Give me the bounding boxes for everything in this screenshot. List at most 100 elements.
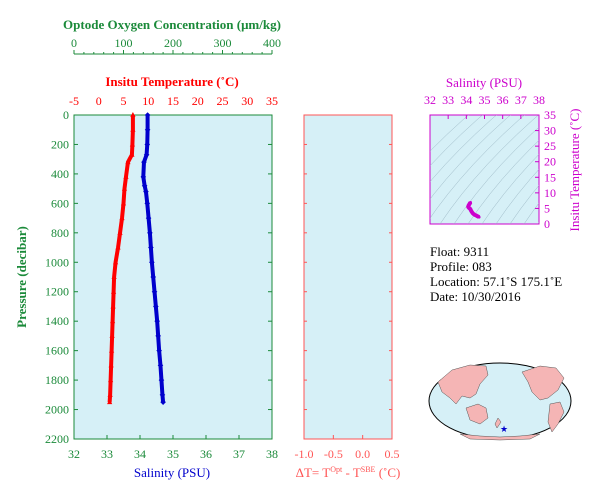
map-land-antarctica xyxy=(459,433,541,441)
salinity-tick-label: 33 xyxy=(101,447,113,461)
ts-plot-area xyxy=(429,114,540,225)
temperature-point xyxy=(108,377,114,383)
float-info: Float: 9311 Profile: 083 Location: 57.1˚… xyxy=(430,244,562,304)
ts-temperature-tick-label: 10 xyxy=(544,186,556,200)
density-contour xyxy=(453,126,539,224)
ts-point xyxy=(468,201,472,205)
pressure-tick-label: 1000 xyxy=(45,255,69,269)
ts-temperature-tick-label: 35 xyxy=(544,108,556,122)
delta-tick-label: 0.0 xyxy=(355,447,370,461)
ts-temperature-tick-label: 15 xyxy=(544,170,556,184)
profile-date: Date: 10/30/2016 xyxy=(430,289,521,304)
density-contour xyxy=(580,105,608,224)
delta-axis: -1.0 -0.5 0.0 0.5 xyxy=(295,114,400,461)
salinity-point xyxy=(153,303,159,310)
temperature-point xyxy=(115,244,121,250)
oxygen-tick-label: 400 xyxy=(263,36,281,50)
temperature-point xyxy=(129,141,136,147)
density-contour xyxy=(594,105,608,224)
world-map-inset: ★ xyxy=(428,362,572,441)
salinity-tick-label: 37 xyxy=(233,447,245,461)
salinity-tick-label: 34 xyxy=(134,447,146,461)
salinity-tick-label: 35 xyxy=(167,447,179,461)
pressure-tick-label: 1200 xyxy=(45,285,69,299)
pressure-tick-label: 600 xyxy=(51,196,69,210)
ts-temperature-tick-label: 5 xyxy=(544,201,550,215)
delta-title-sup2: SBE xyxy=(361,465,376,474)
pressure-tick-label: 1800 xyxy=(45,373,69,387)
temperature-axis-title: Insitu Temperature (˚C) xyxy=(105,74,238,89)
salinity-point xyxy=(151,288,158,295)
temperature-point xyxy=(123,173,129,179)
salinity-point xyxy=(145,215,152,221)
temperature-point xyxy=(109,347,115,353)
temperature-point xyxy=(110,303,116,309)
temperature-tick-label: 30 xyxy=(241,94,253,108)
salinity-point xyxy=(141,182,148,189)
salinity-point xyxy=(156,347,162,354)
delta-axis-title: ΔT= TOpt - TSBE (˚C) xyxy=(296,465,401,480)
map-land-south-america xyxy=(547,401,565,433)
ts-temperature-tick-label: 30 xyxy=(544,124,556,138)
salinity-point xyxy=(149,259,155,266)
temperature-point xyxy=(111,288,117,294)
salinity-axis: 32 33 34 35 36 37 38 xyxy=(68,435,278,461)
profile-number: Profile: 083 xyxy=(430,259,492,274)
delta-panel xyxy=(303,114,393,440)
density-contour xyxy=(430,115,469,152)
density-contour xyxy=(481,153,539,224)
salinity-point xyxy=(154,318,160,324)
profile-series xyxy=(107,112,166,405)
pressure-axis-title: Pressure (decibar) xyxy=(14,226,29,328)
temperature-tick-label: 20 xyxy=(192,94,204,108)
temperature-point xyxy=(125,159,131,165)
salinity-point xyxy=(144,200,151,207)
map-land-asia xyxy=(437,364,489,405)
pressure-axis: 0 200 400 600 800 1000 1200 1400 1600 1800 2000 220… xyxy=(45,108,272,446)
pressure-tick-label: 2200 xyxy=(45,432,69,446)
salinity-point xyxy=(150,274,156,280)
float-location: Location: 57.1˚S 175.1˚E xyxy=(430,274,563,289)
salinity-point xyxy=(144,112,151,118)
pressure-tick-label: 2000 xyxy=(45,403,69,417)
float-id: Float: 9311 xyxy=(430,244,490,259)
salinity-point xyxy=(155,333,161,339)
temperature-point xyxy=(117,229,123,235)
ts-salinity-title: Salinity (PSU) xyxy=(446,75,522,90)
density-contour xyxy=(523,202,539,224)
salinity-tick-label: 38 xyxy=(266,447,278,461)
delta-title-suffix: (˚C) xyxy=(375,465,400,480)
oxygen-tick-label: 100 xyxy=(115,36,133,50)
temperature-point xyxy=(130,126,136,132)
salinity-axis-title: Salinity (PSU) xyxy=(134,465,210,480)
pressure-tick-label: 800 xyxy=(51,226,69,240)
temperature-point xyxy=(121,185,128,191)
salinity-tick-label: 36 xyxy=(200,447,212,461)
ts-salinity-tick-label: 37 xyxy=(515,93,527,107)
temperature-tick-label: 5 xyxy=(121,94,127,108)
salinity-point xyxy=(140,174,147,180)
temperature-tick-label: 0 xyxy=(96,94,102,108)
ts-salinity-tick-label: 34 xyxy=(460,93,472,107)
pressure-tick-label: 1600 xyxy=(45,344,69,358)
ts-temperature-tick-label: 20 xyxy=(544,155,556,169)
density-contour xyxy=(430,115,483,167)
pressure-tick-label: 200 xyxy=(51,137,69,151)
temperature-point xyxy=(120,200,127,206)
ts-point xyxy=(477,215,481,219)
density-contour xyxy=(430,115,497,183)
temperature-point xyxy=(108,362,114,368)
oxygen-axis: 0 100 200 300 400 xyxy=(71,36,281,55)
salinity-point xyxy=(148,244,154,251)
salinity-point xyxy=(143,188,149,195)
density-contour xyxy=(509,184,539,224)
temperature-profile-line xyxy=(107,115,135,403)
temperature-point xyxy=(110,318,116,324)
temperature-point xyxy=(130,112,136,117)
salinity-point xyxy=(143,151,150,158)
delta-tick-label: 0.5 xyxy=(385,447,400,461)
oxygen-axis-title: Optode Oxygen Concentration (μm/kg) xyxy=(63,17,281,32)
temperature-point xyxy=(129,151,135,157)
map-land-new-zealand xyxy=(494,417,502,429)
